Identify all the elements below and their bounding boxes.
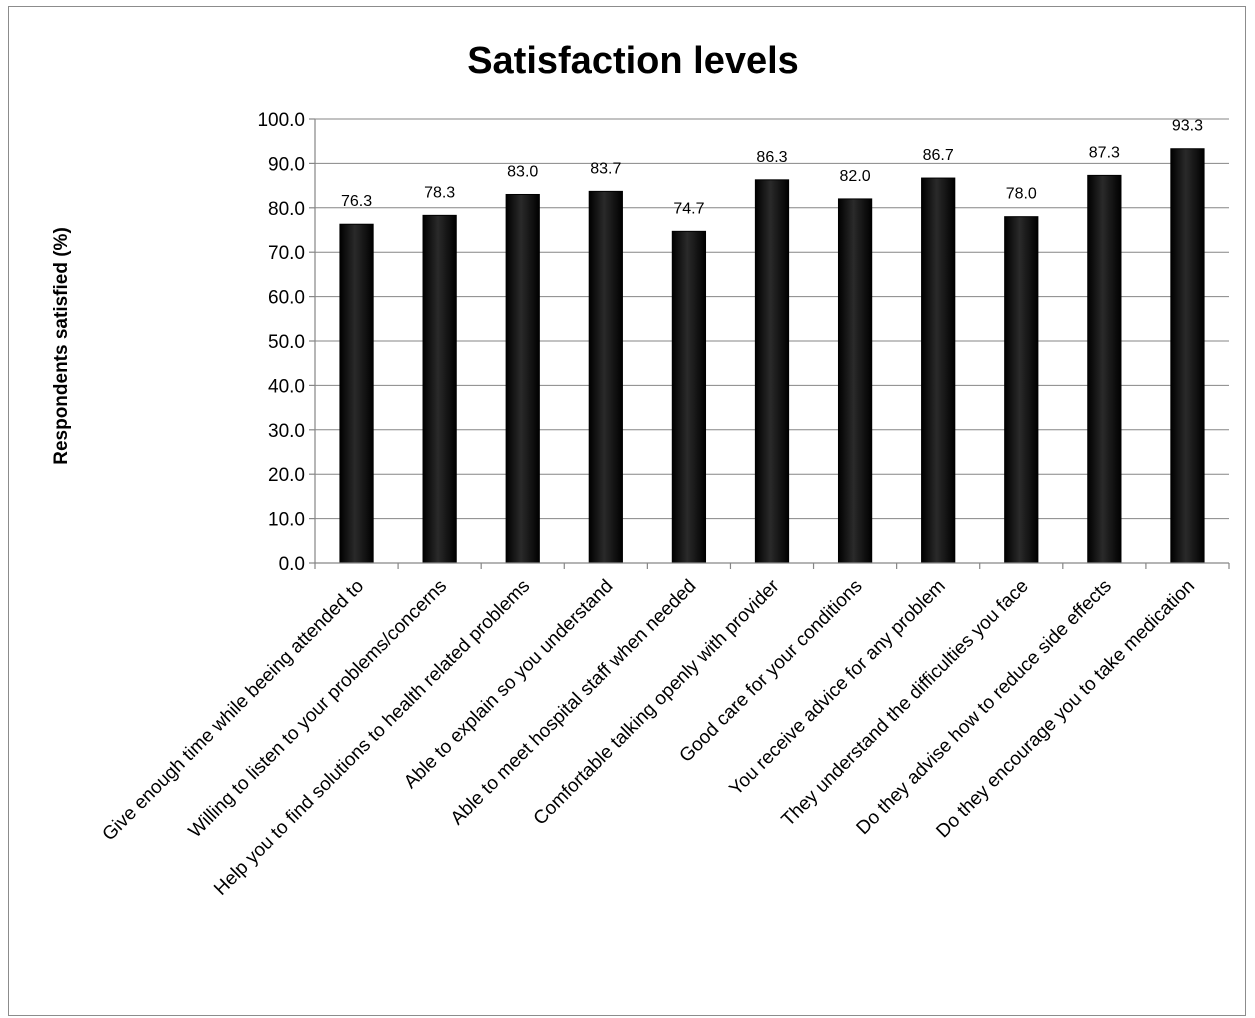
bar bbox=[837, 198, 873, 564]
bar bbox=[422, 214, 457, 564]
y-tick-label: 0.0 bbox=[279, 554, 305, 575]
y-axis-ticks: 0.0 10.0 20.0 30.0 40.0 50.0 60.0 70.0 80.0 90.0 1… bbox=[257, 110, 315, 575]
chart-title: Satisfaction levels bbox=[467, 40, 799, 82]
y-tick-label: 100.0 bbox=[257, 110, 305, 131]
y-tick-label: 10.0 bbox=[268, 510, 305, 531]
bar bbox=[671, 230, 707, 564]
data-label: 87.3 bbox=[1089, 144, 1120, 161]
axes bbox=[314, 119, 1230, 569]
bar bbox=[1087, 174, 1122, 564]
data-labels: 76.3 78.3 83.0 83.7 74.7 86.3 82.0 86.7 78.0 87.3… bbox=[341, 118, 1203, 218]
y-tick-label: 90.0 bbox=[268, 154, 305, 175]
y-axis-label: Respondents satisfied (%) bbox=[51, 227, 72, 465]
bar-chart: Satisfaction levels Respondents satisfie… bbox=[51, 40, 1230, 900]
bar bbox=[588, 190, 623, 564]
bar bbox=[1170, 148, 1205, 564]
y-tick-label: 60.0 bbox=[268, 288, 305, 309]
bar bbox=[339, 223, 374, 564]
bar bbox=[754, 179, 790, 564]
data-label: 74.7 bbox=[673, 200, 704, 217]
y-tick-label: 40.0 bbox=[268, 376, 305, 397]
y-tick-label: 80.0 bbox=[268, 199, 305, 220]
data-label: 86.3 bbox=[756, 149, 787, 166]
chart-frame: Satisfaction levels Respondents satisfie… bbox=[8, 6, 1246, 1016]
data-label: 82.0 bbox=[840, 168, 871, 185]
data-label: 83.0 bbox=[507, 163, 538, 180]
data-label: 78.0 bbox=[1006, 186, 1037, 203]
data-label: 76.3 bbox=[341, 193, 372, 210]
bar bbox=[921, 177, 956, 564]
y-tick-label: 70.0 bbox=[268, 243, 305, 264]
data-label: 86.7 bbox=[923, 147, 954, 164]
data-label: 78.3 bbox=[424, 184, 455, 201]
x-tick-label: Help you to find solutions to health rel… bbox=[210, 576, 534, 900]
data-label: 93.3 bbox=[1172, 118, 1203, 135]
y-tick-label: 30.0 bbox=[268, 421, 305, 442]
bar bbox=[1004, 216, 1039, 564]
bar bbox=[505, 193, 540, 564]
y-tick-label: 50.0 bbox=[268, 332, 305, 353]
x-axis-ticks: Give enough time while beeing attended t… bbox=[99, 575, 1199, 900]
data-label: 83.7 bbox=[590, 160, 621, 177]
bars bbox=[339, 148, 1205, 564]
y-tick-label: 20.0 bbox=[268, 465, 305, 486]
